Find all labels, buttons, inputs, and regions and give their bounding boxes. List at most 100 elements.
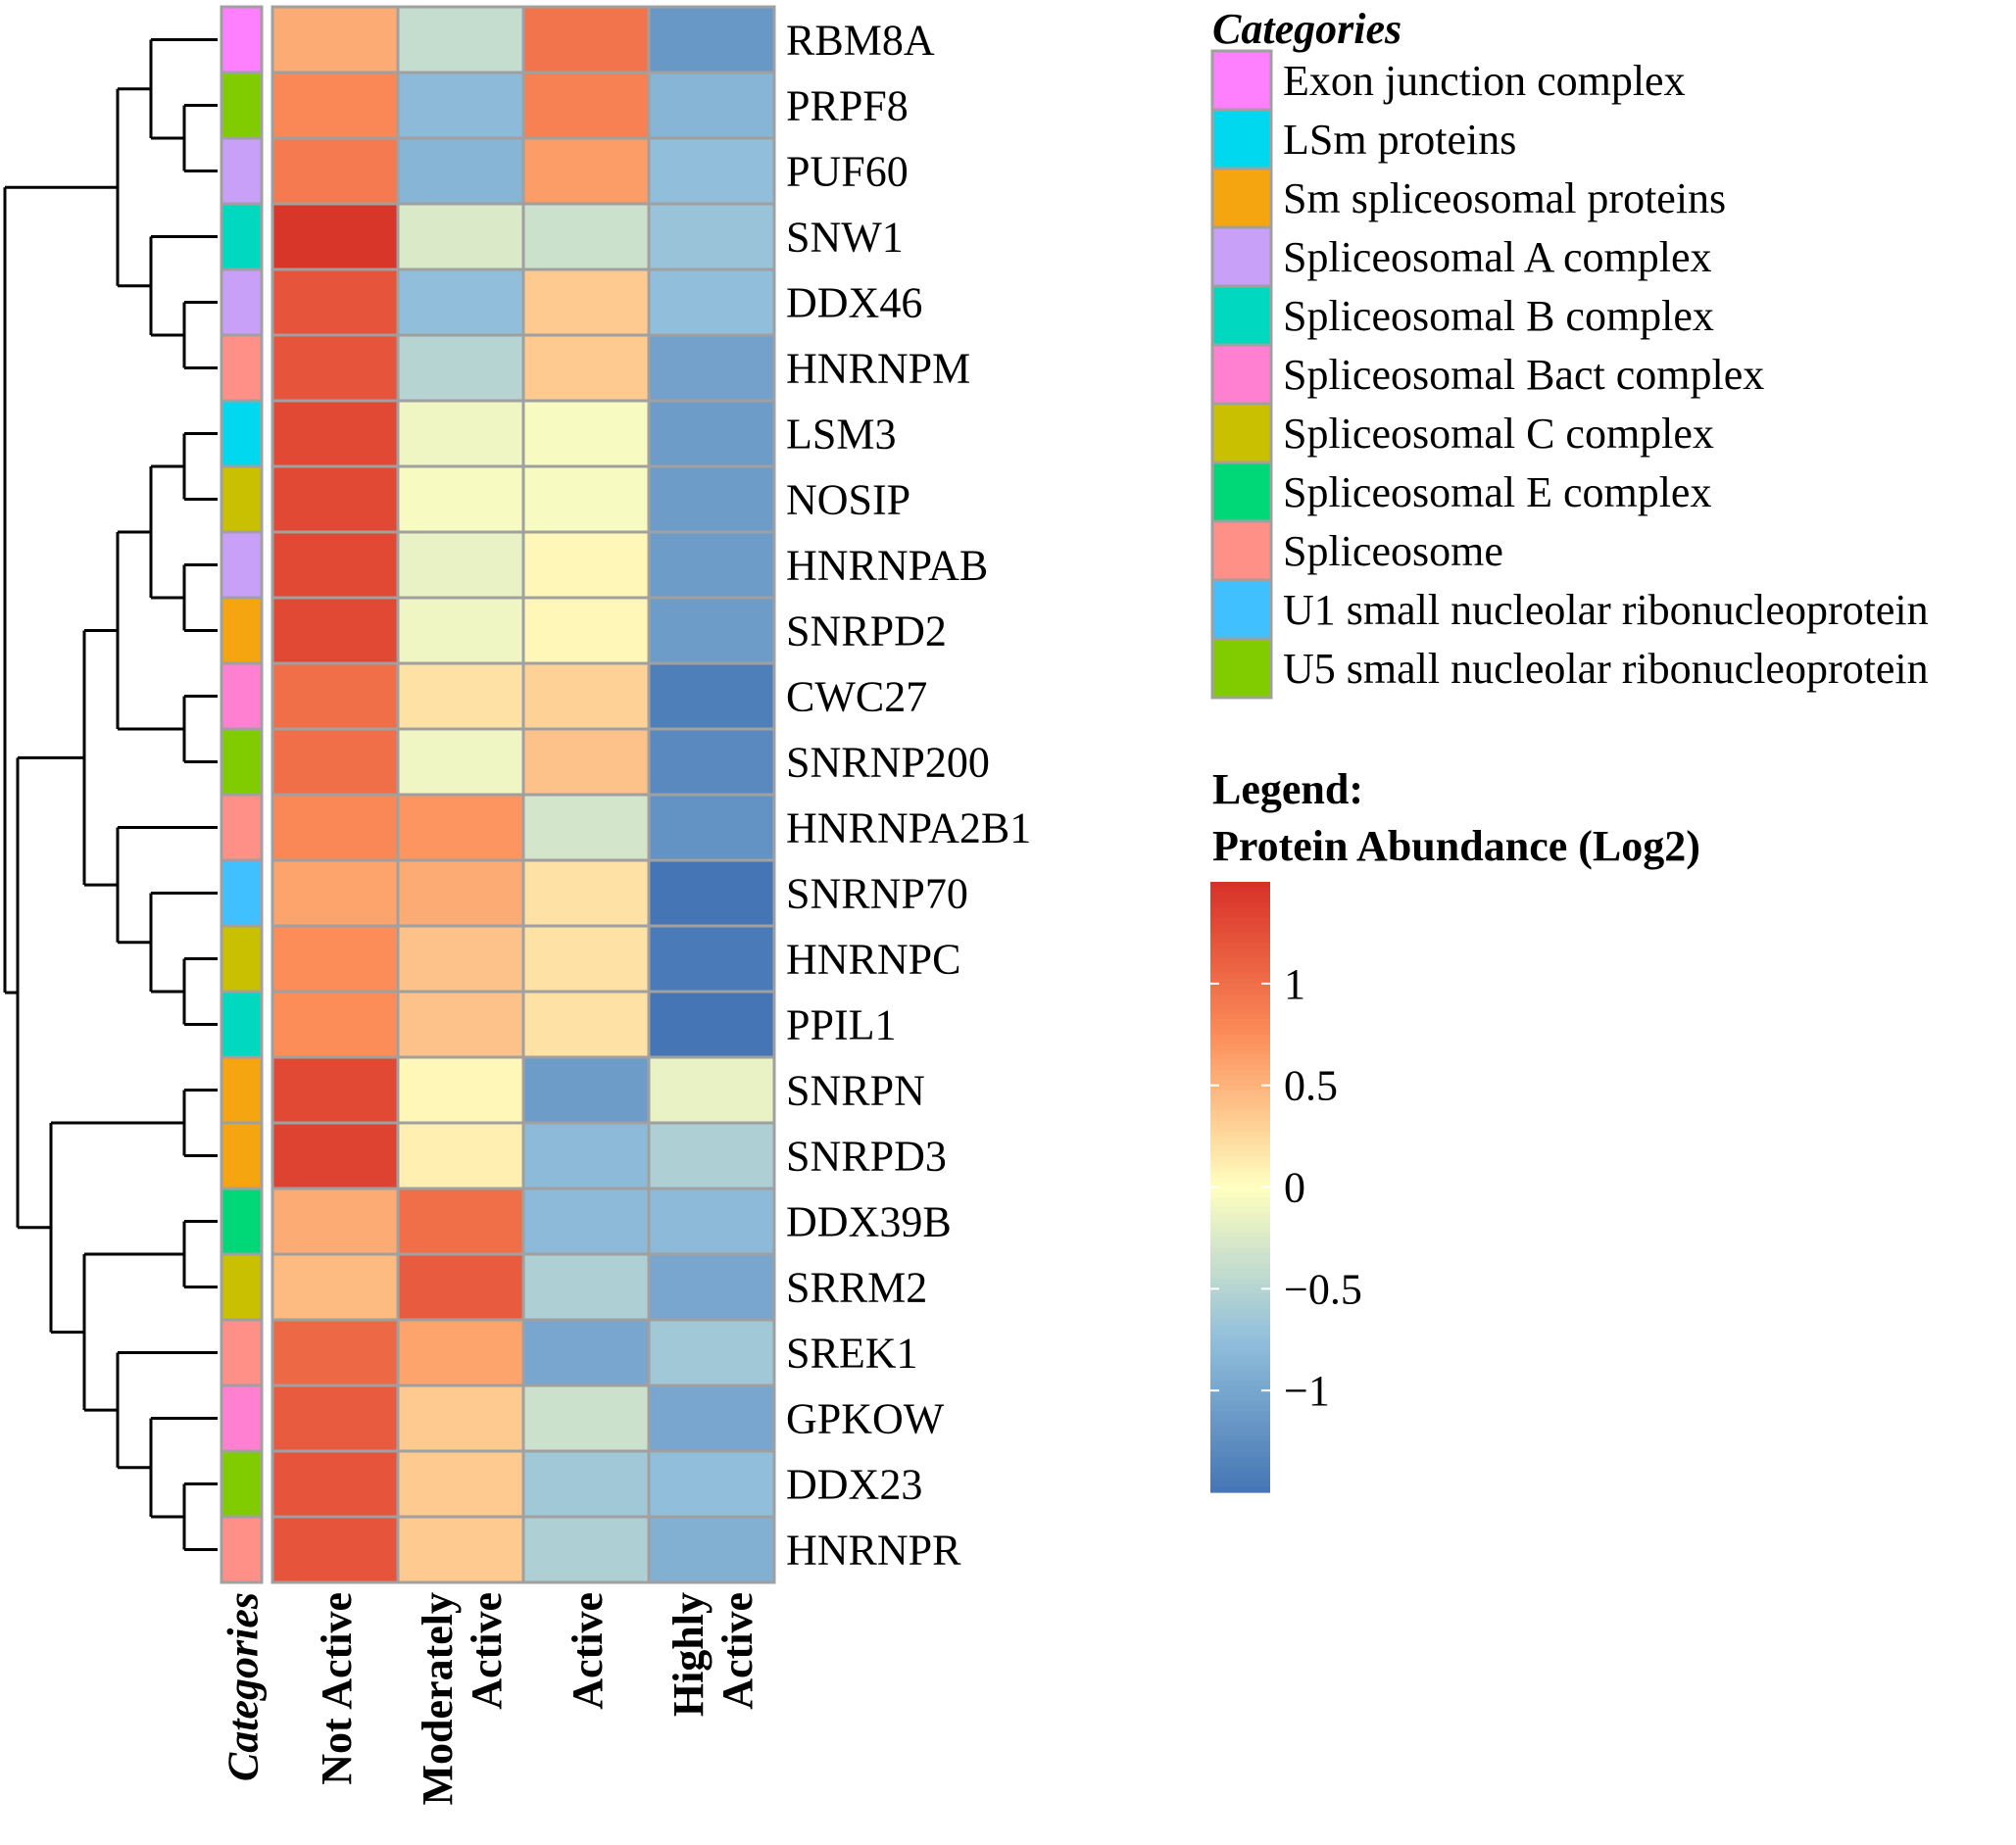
heatmap-cell	[270, 990, 400, 1059]
category-cell	[220, 1187, 264, 1256]
heatmap-cell	[270, 1187, 400, 1256]
color-bar-segment	[1210, 1410, 1270, 1417]
heatmap-cell	[647, 399, 776, 468]
heatmap-cell	[521, 727, 651, 797]
heatmap-cell	[270, 464, 400, 534]
color-bar-segment	[1210, 1054, 1270, 1061]
color-bar-segment	[1210, 1075, 1270, 1082]
heatmap-cell	[270, 858, 400, 928]
heatmap-cell	[647, 1187, 776, 1256]
color-bar-segment	[1210, 1303, 1270, 1310]
heatmap-cell	[270, 399, 400, 468]
color-bar-segment	[1210, 927, 1270, 934]
color-bar-segment	[1210, 1456, 1270, 1463]
category-cell	[220, 1252, 264, 1322]
color-bar-segment	[1210, 963, 1270, 969]
heatmap-cell	[647, 661, 776, 731]
heatmap-cell	[396, 333, 525, 403]
heatmap-cell	[521, 1384, 651, 1453]
category-legend-label: Spliceosomal E complex	[1283, 468, 1711, 516]
color-legend-heading: Legend:	[1212, 765, 1363, 813]
category-legend-label: U5 small nucleolar ribonucleoprotein	[1283, 645, 1929, 693]
heatmap-cell	[270, 727, 400, 797]
column-label: ModeratelyActive	[414, 1592, 511, 1805]
color-bar-tick-label: 0	[1284, 1164, 1305, 1212]
color-bar-segment	[1210, 1222, 1270, 1229]
color-bar-segment	[1210, 968, 1270, 975]
color-bar-segment	[1210, 1298, 1270, 1305]
color-bar-segment	[1210, 1431, 1270, 1437]
category-swatch	[1210, 225, 1273, 288]
heatmap-cell	[270, 1252, 400, 1322]
category-cell	[220, 530, 264, 600]
color-bar-segment	[1210, 1293, 1270, 1300]
heatmap-cell	[521, 661, 651, 731]
row-label: SNRPD3	[786, 1133, 947, 1181]
color-bar-segment	[1210, 887, 1270, 893]
color-bar-segment	[1210, 1024, 1270, 1031]
heatmap-cell	[521, 71, 651, 140]
heatmap-cell	[647, 793, 776, 862]
heatmap-cell	[521, 267, 651, 337]
color-bar-segment	[1210, 1446, 1270, 1453]
annotation-column-label: Categories	[220, 1592, 268, 1781]
color-bar-segment	[1210, 1273, 1270, 1280]
color-bar-tick-label: 1	[1284, 960, 1305, 1008]
color-bar-segment	[1210, 1472, 1270, 1479]
heatmap-cell	[396, 793, 525, 862]
heatmap-cell	[396, 1384, 525, 1453]
heatmap-cell	[521, 1252, 651, 1322]
row-label: DDX46	[786, 279, 922, 327]
color-bar-segment	[1210, 1105, 1270, 1112]
category-swatch	[1210, 284, 1273, 347]
color-bar-segment	[1210, 917, 1270, 924]
heatmap-cell	[647, 858, 776, 928]
color-bar-segment	[1210, 1365, 1270, 1371]
category-swatch	[1210, 461, 1273, 523]
color-bar-segment	[1210, 1182, 1270, 1189]
category-swatch	[1210, 167, 1273, 229]
heatmap-cell	[396, 136, 525, 206]
heatmap-cell	[270, 71, 400, 140]
heatmap-cell	[521, 333, 651, 403]
category-cell	[220, 1318, 264, 1387]
color-bar-segment	[1210, 983, 1270, 990]
color-bar-segment	[1210, 1405, 1270, 1412]
color-bar-segment	[1210, 1278, 1270, 1285]
row-label: SNRPD2	[786, 607, 947, 655]
heatmap-cell	[396, 5, 525, 74]
heatmap-cell	[521, 793, 651, 862]
row-label: SNRNP70	[786, 870, 968, 918]
color-bar-segment	[1210, 994, 1270, 1000]
color-bar-segment	[1210, 1110, 1270, 1117]
heatmap-cell	[647, 1318, 776, 1387]
color-bar-segment	[1210, 1284, 1270, 1289]
color-bar-segment	[1210, 1070, 1270, 1076]
color-bar-segment	[1210, 1288, 1270, 1295]
category-cell	[220, 793, 264, 862]
heatmap-cell	[647, 202, 776, 271]
color-bar-segment	[1210, 1141, 1270, 1147]
heatmap-cell	[270, 1449, 400, 1519]
color-bar-segment	[1210, 1477, 1270, 1483]
heatmap-cell	[270, 1121, 400, 1190]
category-legend-label: U1 small nucleolar ribonucleoprotein	[1283, 586, 1929, 634]
heatmap-cell	[647, 727, 776, 797]
heatmap-cell	[396, 1318, 525, 1387]
heatmap-cell	[396, 399, 525, 468]
row-label: HNRNPR	[786, 1527, 961, 1575]
row-label: NOSIP	[786, 476, 910, 524]
color-bar-segment	[1210, 1008, 1270, 1015]
heatmap-cell	[521, 399, 651, 468]
color-bar-segment	[1210, 1156, 1270, 1163]
color-bar-segment	[1210, 1400, 1270, 1407]
heatmap-cell	[396, 1055, 525, 1125]
color-bar-segment	[1210, 1344, 1270, 1351]
row-label: DDX23	[786, 1461, 922, 1509]
color-bar-segment	[1210, 1329, 1270, 1335]
heatmap-cell	[396, 464, 525, 534]
color-bar-segment	[1210, 932, 1270, 939]
color-bar-segment	[1210, 938, 1270, 944]
heatmap-cell	[396, 924, 525, 994]
heatmap-cell	[396, 1449, 525, 1519]
